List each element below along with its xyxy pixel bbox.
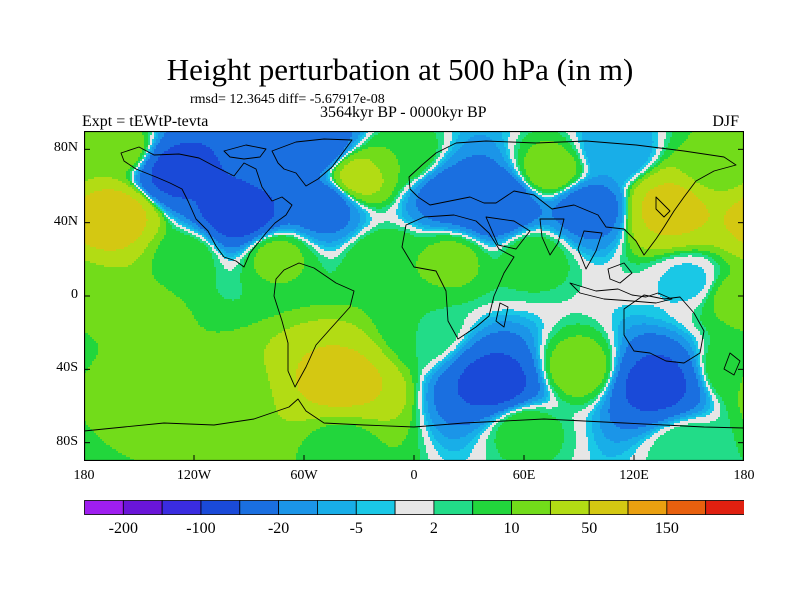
experiment-label: Expt = tEWtP-tevta <box>82 113 209 130</box>
coastline-eurasia <box>408 140 737 256</box>
lon-tick-label: 0 <box>410 468 418 483</box>
colorbar-box <box>239 500 280 515</box>
lon-tick-label: 180 <box>73 468 95 483</box>
colorbar-box <box>394 500 435 515</box>
colorbar-label: -5 <box>350 520 363 537</box>
colorbar-box <box>317 500 357 515</box>
colorbar-box <box>278 500 318 515</box>
colorbar-box <box>627 500 668 515</box>
coastline-africa <box>401 214 515 340</box>
colorbar-box <box>588 500 629 515</box>
lat-axis <box>84 148 744 444</box>
coastline-south-america <box>273 262 355 388</box>
colorbar-box <box>433 500 474 515</box>
season-label: DJF <box>712 113 739 130</box>
colorbar-label: 2 <box>430 520 438 537</box>
colorbar-label: -100 <box>186 520 215 537</box>
lon-axis <box>84 455 744 461</box>
colorbar-box <box>122 500 163 515</box>
period-label: 3564kyr BP - 0000kyr BP <box>320 104 487 121</box>
coastline-japan <box>655 196 671 218</box>
colorbar-box <box>705 500 744 515</box>
coastline-southeast-asia <box>577 230 603 270</box>
colorbar-label: -200 <box>109 520 138 537</box>
coastline-arabia <box>485 216 531 250</box>
colorbar-box <box>84 500 124 515</box>
colorbar-label: 10 <box>504 520 520 537</box>
plot-title: Height perturbation at 500 hPa (in m) <box>166 52 634 87</box>
colorbar: -200 -100 -20 -5 2 10 50 150 <box>84 500 744 537</box>
coastline-new-zealand <box>723 352 741 376</box>
coastline-north-america <box>120 146 293 268</box>
coastline-borneo <box>607 262 633 284</box>
coastline-india <box>539 218 565 256</box>
coastline-antarctica <box>84 398 744 432</box>
lat-tick-label: 80S <box>56 433 78 449</box>
coastline-greenland <box>271 138 353 187</box>
contour-field <box>84 131 744 461</box>
colorbar-box <box>355 500 396 515</box>
height-perturbation-map <box>84 131 744 461</box>
lat-tick-label: 40N <box>53 213 78 229</box>
colorbar-label: -20 <box>268 520 289 537</box>
rmsd-text: rmsd= 12.3645 diff= -5.67917e-08 <box>190 92 385 107</box>
coastline-canadian-arctic <box>223 144 267 160</box>
coastline-maritime <box>569 282 673 304</box>
coastline-madagascar <box>495 302 509 328</box>
lon-tick-label: 120W <box>176 468 212 483</box>
lat-tick-label: 40S <box>56 360 78 376</box>
colorbar-label: 50 <box>581 520 597 537</box>
colorbar-box <box>200 500 241 515</box>
lon-tick-label: 120E <box>619 468 649 483</box>
colorbar-label: 150 <box>655 520 679 537</box>
coastlines <box>84 138 744 432</box>
lat-tick-label: 80N <box>53 140 78 156</box>
colorbar-box <box>549 500 590 515</box>
colorbar-box <box>666 500 707 515</box>
coastline-australia <box>623 294 705 364</box>
lat-tick-label: 0 <box>71 287 78 302</box>
colorbar-labels: -200 -100 -20 -5 2 10 50 150 <box>109 520 679 537</box>
lon-tick-label: 180 <box>733 468 755 483</box>
lon-tick-label: 60W <box>290 468 318 483</box>
lon-tick-label: 60E <box>512 468 536 483</box>
colorbar-box <box>472 500 512 515</box>
colorbar-boxes <box>84 500 744 515</box>
colorbar-box <box>511 500 551 515</box>
colorbar-box <box>161 500 202 515</box>
